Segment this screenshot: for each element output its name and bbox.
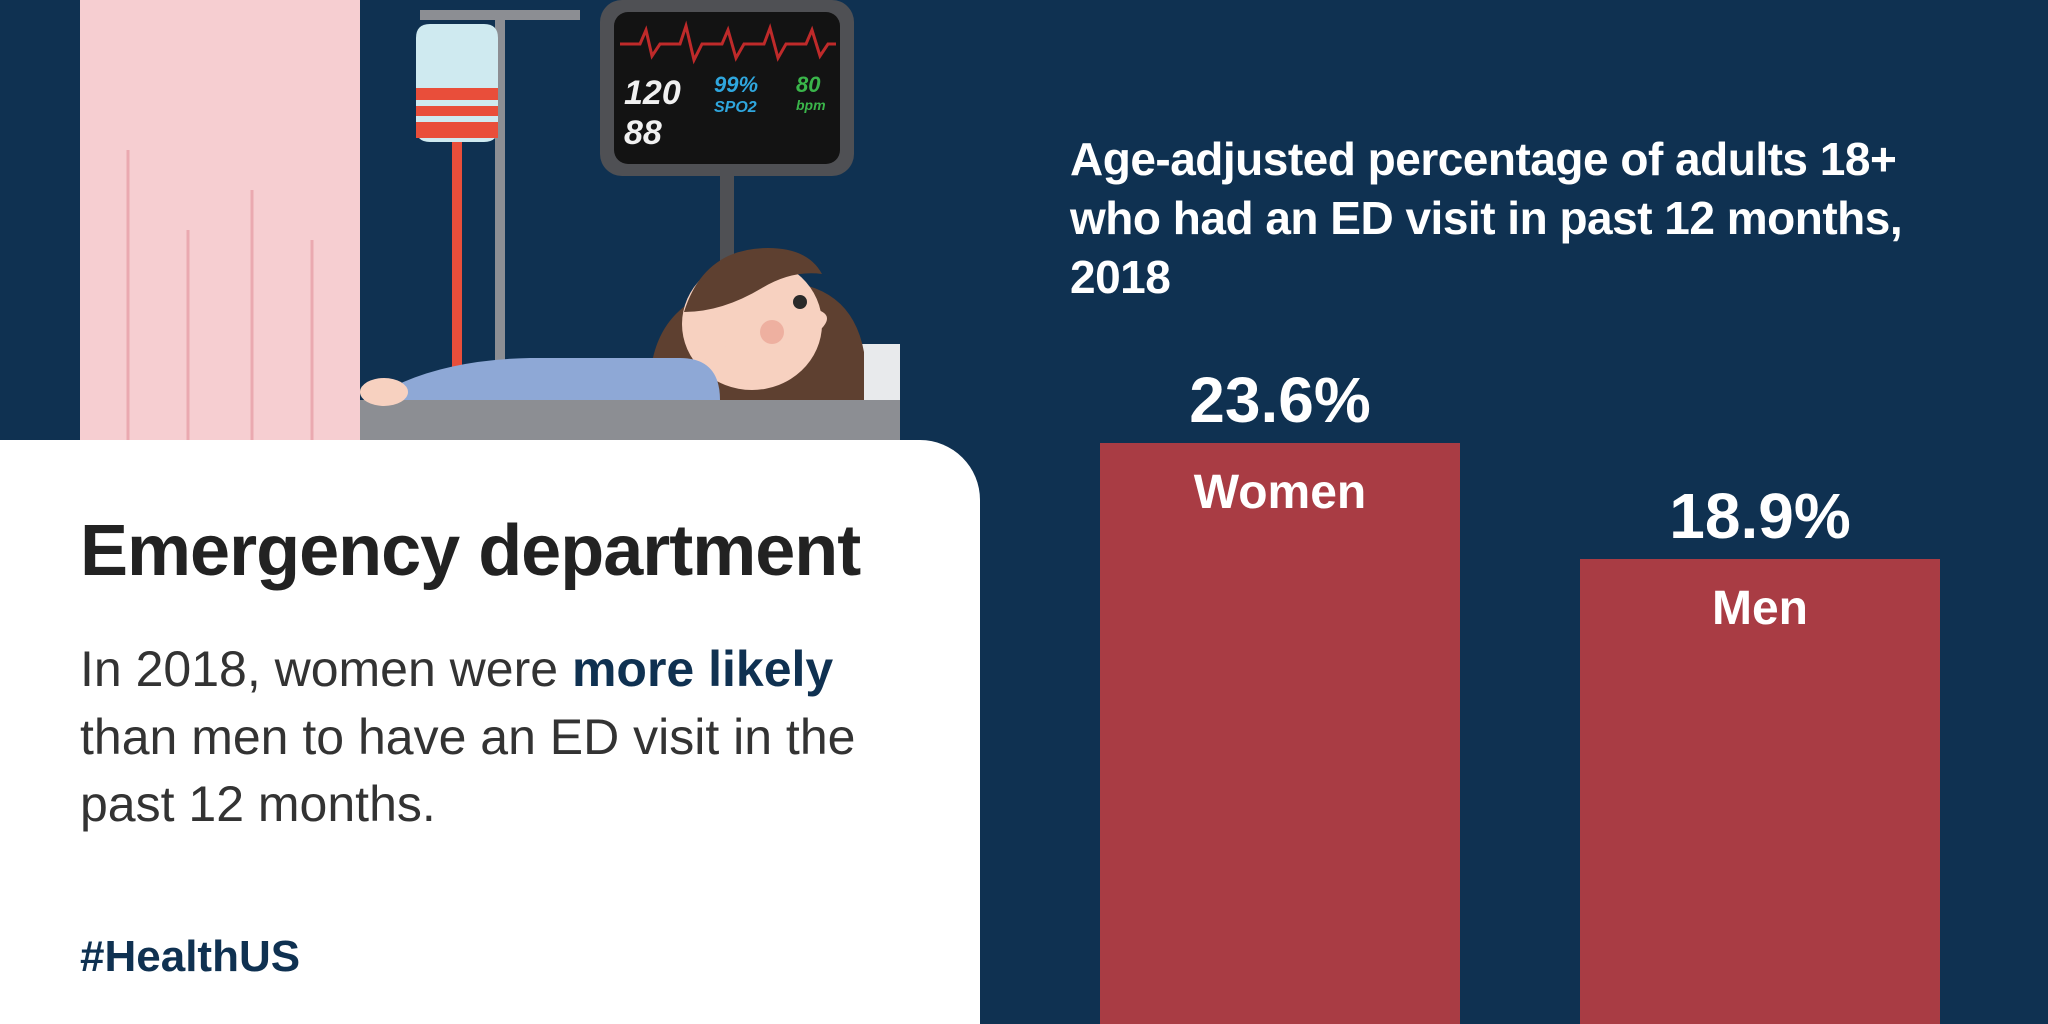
bar-label: Women	[1100, 465, 1460, 520]
bar-rect: Women	[1100, 443, 1460, 1024]
monitor-spo2-label: SPO2	[714, 99, 757, 116]
hashtag: #HealthUS	[80, 932, 300, 982]
monitor-bpm-value: 80	[796, 72, 821, 97]
card-body-post: than men to have an ED visit in the past…	[80, 709, 855, 833]
curtain-icon	[80, 0, 360, 460]
card-body: In 2018, women were more likely than men…	[80, 636, 900, 839]
bar-chart: Age-adjusted percentage of adults 18+ wh…	[1030, 0, 2030, 1024]
bar-rect: Men	[1580, 559, 1940, 1024]
bar-value: 18.9%	[1669, 479, 1850, 553]
monitor-bp-sys: 120	[624, 74, 681, 112]
chart-title: Age-adjusted percentage of adults 18+ wh…	[1070, 130, 1990, 307]
monitor-bp-dia: 88	[624, 114, 662, 152]
bar-container: 23.6% Women 18.9% Men	[1100, 304, 1980, 1024]
card-body-emphasis: more likely	[572, 641, 833, 697]
hospital-svg: 120 88 99% SPO2 80 bpm	[0, 0, 980, 460]
bar-women: 23.6% Women	[1100, 363, 1460, 1024]
summary-card: Emergency department In 2018, women were…	[0, 440, 980, 1024]
card-title: Emergency department	[80, 510, 900, 592]
hospital-illustration: 120 88 99% SPO2 80 bpm	[0, 0, 980, 460]
bar-label: Men	[1580, 581, 1940, 636]
bar-men: 18.9% Men	[1580, 479, 1940, 1024]
monitor-spo2-value: 99%	[714, 72, 758, 97]
monitor-bpm-label: bpm	[796, 97, 826, 113]
bar-value: 23.6%	[1189, 363, 1370, 437]
card-body-pre: In 2018, women were	[80, 641, 572, 697]
patient-on-bed-icon	[340, 248, 900, 460]
infographic-canvas: 120 88 99% SPO2 80 bpm	[0, 0, 2048, 1024]
